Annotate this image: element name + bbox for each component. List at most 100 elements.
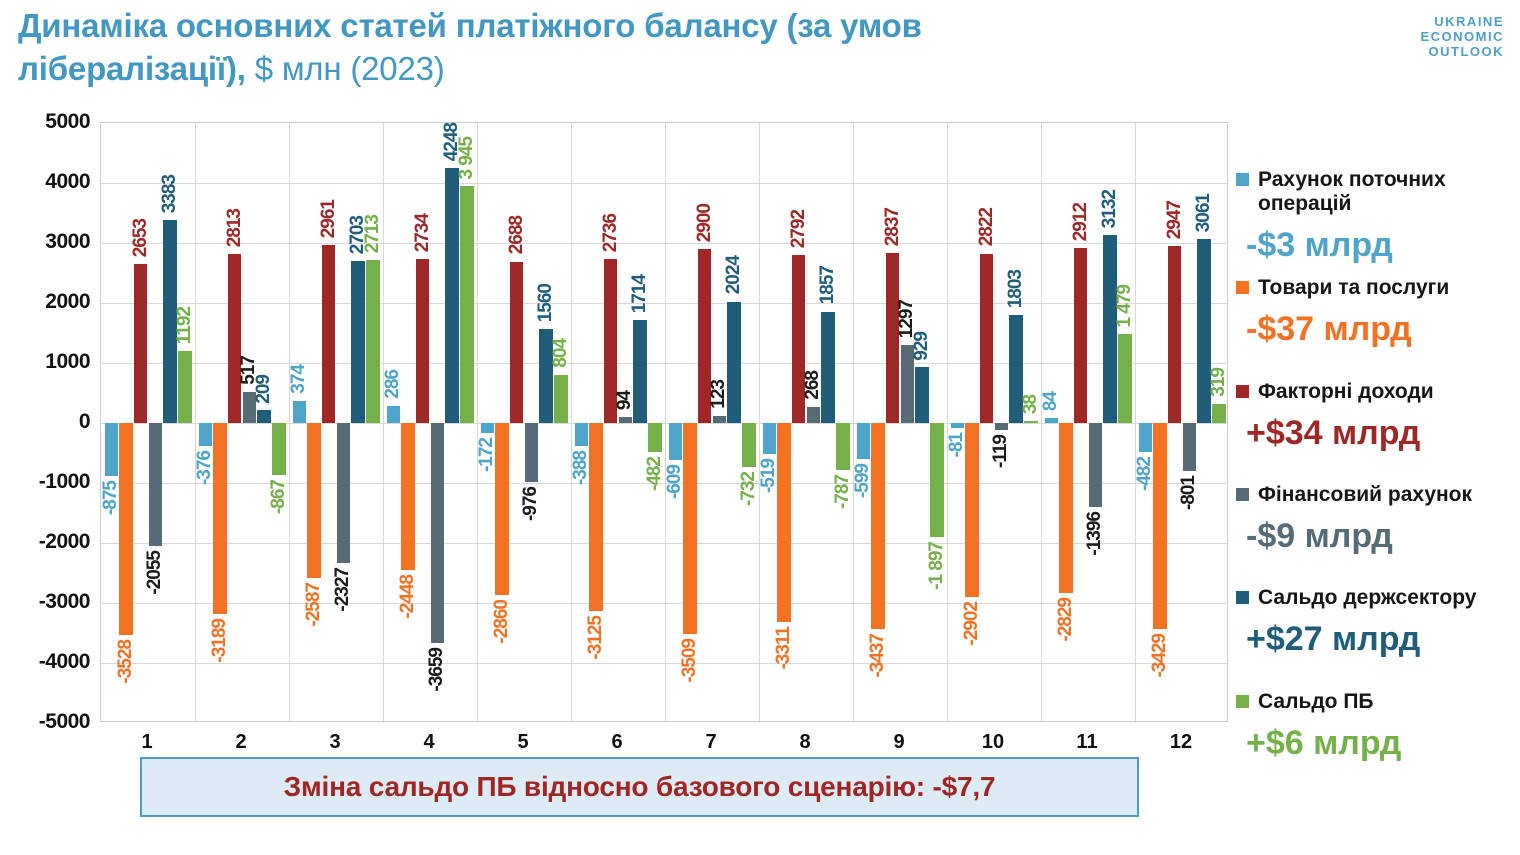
y-tick-4000: 4000	[45, 170, 90, 193]
logo-line-1: UKRAINE	[1434, 14, 1504, 29]
title-line1: Динаміка основних статей платіжного бала…	[18, 7, 922, 44]
bar-value-goods-services-m3: -2587	[302, 583, 324, 627]
bar-value-bop-balance-m5: 804	[549, 339, 571, 368]
gridline-v-5	[571, 123, 572, 721]
y-tick--3000: -3000	[38, 590, 91, 613]
bar-gov-sector-balance-m7	[727, 301, 741, 423]
bar-gov-sector-balance-m9	[915, 367, 929, 423]
gridline-v-7	[759, 123, 760, 721]
legend-value-bop-balance: +$6 млрд	[1246, 724, 1402, 762]
y-tick-3000: 3000	[45, 230, 90, 253]
bar-value-gov-sector-balance-m6: 1714	[629, 274, 651, 314]
bar-gov-sector-balance-m1	[163, 220, 177, 423]
bar-factor-income-m2	[227, 254, 242, 423]
legend-swatch-gov-sector-balance	[1236, 591, 1249, 604]
bar-chart-plot-area: -875 -376 374 286 -172 -388 -609 -519 -599 -81 84-…	[100, 122, 1229, 722]
bar-current-account-m4	[386, 405, 400, 423]
gridline-v-3	[383, 123, 384, 721]
gridline-h--4000	[101, 663, 1227, 664]
bar-bop-balance-m10	[1024, 420, 1038, 423]
title-line2-bold: лібералізації),	[18, 50, 246, 87]
bar-value-goods-services-m10: -2902	[960, 602, 982, 646]
bar-value-factor-income-m7: 2900	[693, 203, 715, 242]
x-tick-6: 6	[611, 731, 623, 753]
x-tick-5: 5	[517, 731, 529, 753]
bar-value-current-account-m11: 84	[1040, 391, 1062, 411]
bar-value-goods-services-m11: -2829	[1054, 597, 1076, 642]
bar-value-gov-sector-balance-m7: 2024	[723, 256, 745, 295]
bar-current-account-m10	[950, 423, 964, 428]
bar-current-account-m7	[668, 423, 682, 460]
bar-gov-sector-balance-m8	[821, 311, 835, 423]
bar-value-factor-income-m4: 2734	[411, 213, 433, 252]
y-tick-1000: 1000	[45, 350, 90, 373]
gridline-h--1000	[101, 483, 1227, 484]
gridline-v-6	[665, 123, 666, 721]
bar-value-factor-income-m6: 2736	[599, 213, 621, 252]
bar-financial-account-m12	[1182, 423, 1197, 472]
bar-current-account-m6	[574, 423, 588, 447]
bar-factor-income-m1	[133, 263, 148, 423]
bar-gov-sector-balance-m2	[257, 410, 271, 423]
bar-gov-sector-balance-m12	[1197, 239, 1211, 423]
bar-gov-sector-balance-m5	[539, 329, 553, 423]
legend-item-financial-account: Фінансовий рахунок -$9 млрд	[1236, 483, 1520, 555]
y-tick-2000: 2000	[45, 290, 90, 313]
bar-value-financial-account-m4: -3659	[426, 647, 448, 692]
bar-value-financial-account-m1: -2055	[144, 551, 166, 595]
bar-goods-services-m12	[1153, 423, 1167, 629]
bar-value-financial-account-m12: -801	[1178, 476, 1200, 511]
x-tick-8: 8	[799, 731, 811, 753]
bar-value-bop-balance-m3: 2713	[361, 214, 383, 254]
bar-current-account-m11	[1044, 417, 1058, 423]
summary-banner-text: Зміна сальдо ПБ відносно базового сценар…	[283, 771, 996, 802]
legend-value-factor-income: +$34 млрд	[1246, 414, 1421, 452]
gridline-v-2	[289, 123, 290, 721]
bar-value-gov-sector-balance-m10: 1803	[1005, 269, 1027, 308]
bar-goods-services-m10	[965, 423, 979, 598]
gridline-h-1000	[101, 363, 1227, 364]
bar-bop-balance-m6	[648, 423, 662, 452]
legend-label-financial-account: Фінансовий рахунок	[1258, 483, 1473, 506]
legend-swatch-factor-income	[1236, 385, 1249, 398]
gridline-h-4000	[101, 183, 1227, 184]
bar-gov-sector-balance-m10	[1009, 314, 1023, 423]
y-tick-0: 0	[78, 410, 91, 433]
y-tick--2000: -2000	[38, 530, 91, 553]
gridline-h--2000	[101, 543, 1227, 544]
bar-factor-income-m6	[603, 258, 618, 423]
bar-factor-income-m3	[321, 245, 336, 423]
bar-factor-income-m8	[791, 255, 806, 423]
x-tick-10: 10	[981, 731, 1005, 753]
legend-swatch-financial-account	[1236, 488, 1249, 501]
bar-financial-account-m3	[336, 423, 351, 563]
bar-value-goods-services-m8: -3311	[772, 626, 794, 670]
legend-value-goods-services: -$37 млрд	[1246, 310, 1412, 348]
x-tick-1: 1	[141, 731, 153, 753]
bar-financial-account-m9	[900, 345, 915, 423]
bar-financial-account-m11	[1088, 423, 1103, 507]
logo-line-3: OUTLOOK	[1428, 44, 1504, 59]
bar-current-account-m12	[1138, 423, 1152, 452]
bar-financial-account-m5	[524, 423, 539, 482]
bar-value-gov-sector-balance-m1: 3383	[159, 174, 181, 214]
bar-value-current-account-m4: 286	[382, 370, 404, 399]
bar-goods-services-m6	[589, 423, 603, 611]
bar-value-bop-balance-m12: 319	[1207, 368, 1229, 397]
bar-value-factor-income-m9: 2837	[881, 207, 903, 246]
bar-value-goods-services-m12: -3429	[1148, 633, 1170, 678]
bar-value-financial-account-m3: -2327	[332, 567, 354, 612]
bar-financial-account-m7	[712, 415, 727, 423]
bar-financial-account-m6	[618, 417, 633, 423]
bar-goods-services-m2	[213, 423, 227, 615]
legend-label-current-account: Рахунок поточних операцій	[1258, 168, 1446, 215]
legend-item-bop-balance: Сальдо ПБ +$6 млрд	[1236, 690, 1520, 762]
gridline-h-2000	[101, 303, 1227, 304]
legend-item-gov-sector-balance: Сальдо держсектору +$27 млрд	[1236, 586, 1520, 658]
bar-bop-balance-m4	[460, 186, 474, 423]
bar-value-bop-balance-m4: 3 945	[455, 136, 477, 180]
bar-value-factor-income-m10: 2822	[975, 208, 997, 247]
gridline-v-8	[853, 123, 854, 721]
gridline-v-1	[195, 123, 196, 721]
